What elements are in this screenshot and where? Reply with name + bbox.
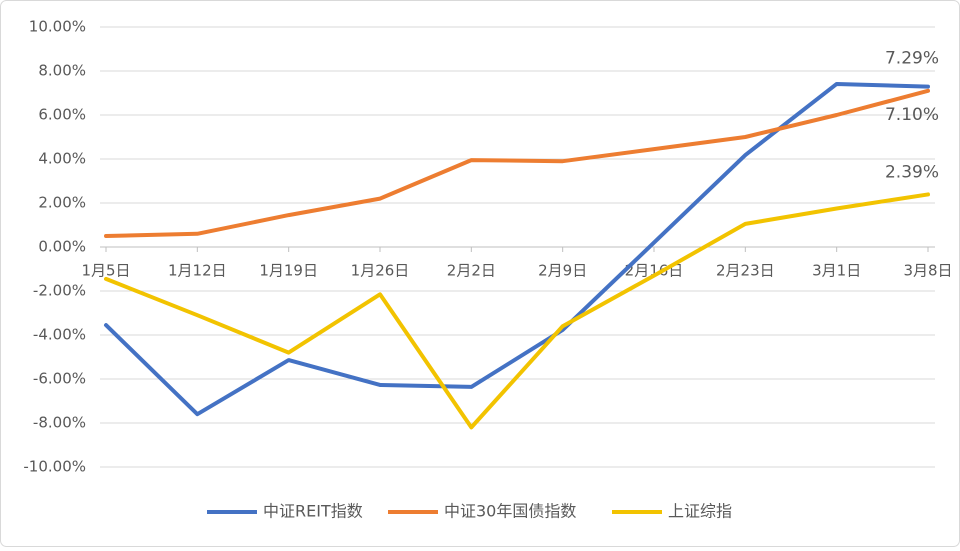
y-tick-label: -6.00% [33,370,86,388]
y-tick-label: 0.00% [38,238,86,256]
data-label: 7.10% [885,105,939,125]
data-label: 7.29% [885,49,939,69]
legend-label: 上证综指 [668,502,732,521]
x-tick-label: 2月2日 [447,262,496,280]
x-tick-label: 3月8日 [903,262,952,280]
y-tick-label: -2.00% [33,282,86,300]
x-tick-label: 1月26日 [351,262,410,280]
y-tick-label: -4.00% [33,326,86,344]
data-label: 2.39% [885,162,939,182]
x-tick-label: 1月5日 [81,262,130,280]
x-tick-label: 1月19日 [259,262,318,280]
y-tick-label: -8.00% [33,414,86,432]
y-tick-label: 2.00% [38,194,86,212]
y-tick-label: 8.00% [38,62,86,80]
series-line [104,81,930,417]
series-line [104,88,930,238]
y-tick-label: 4.00% [38,150,86,168]
y-tick-label: -10.00% [23,458,86,476]
legend-label: 中证REIT指数 [263,502,363,521]
x-tick-label: 1月12日 [168,262,227,280]
legend-label: 中证30年国债指数 [444,502,576,521]
x-tick-label: 2月23日 [716,262,775,280]
series-line [104,192,930,430]
x-tick-label: 3月1日 [812,262,861,280]
x-tick-label: 2月9日 [538,262,587,280]
y-tick-label: 10.00% [29,18,86,36]
y-tick-label: 6.00% [38,106,86,124]
